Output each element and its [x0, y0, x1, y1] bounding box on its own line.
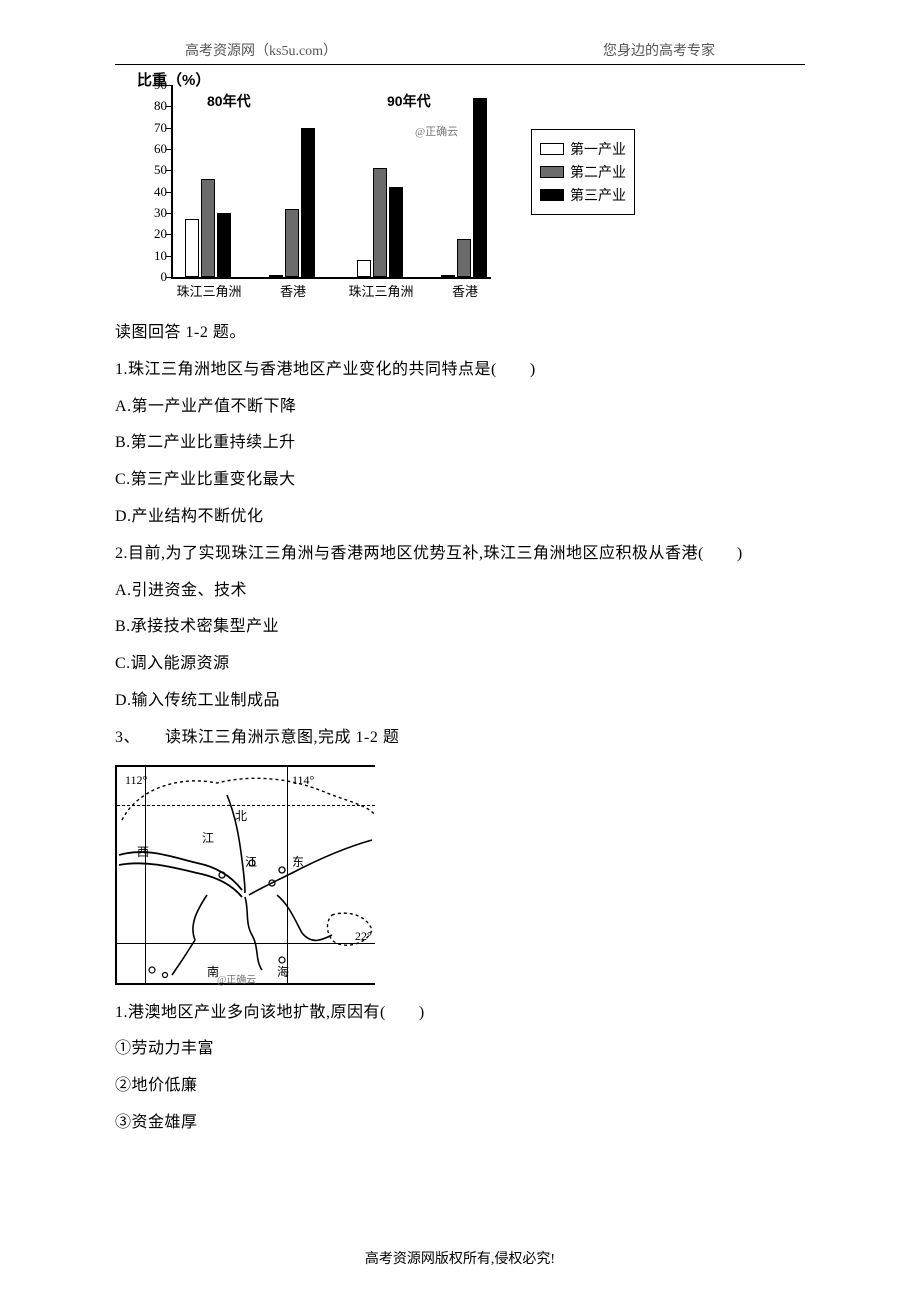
- hai-label: 海: [277, 963, 289, 980]
- pearl-river-delta-map: 112° 114° 22° 北 江 西 江 东 南 海 @正确云: [115, 765, 375, 985]
- legend-text: 第二产业: [570, 162, 626, 182]
- y-tick-mark: [166, 170, 171, 171]
- question-1: 1.珠江三角洲地区与香港地区产业变化的共同特点是( ): [115, 352, 805, 389]
- q2-option-d: D.输入传统工业制成品: [115, 683, 805, 720]
- lon-112-label: 112°: [125, 773, 147, 788]
- legend-swatch-black: [540, 189, 564, 201]
- question-3: 3、 读珠江三角洲示意图,完成 1-2 题: [115, 720, 805, 757]
- group-label: 珠江三角洲: [343, 281, 419, 300]
- y-tick-label: 20: [139, 226, 167, 242]
- bei-label: 北: [235, 807, 247, 824]
- dong-label: 东: [292, 853, 304, 870]
- q3-opt-3: ③资金雄厚: [115, 1105, 805, 1142]
- y-tick-mark: [166, 213, 171, 214]
- bar: [473, 98, 487, 277]
- lat-22-label: 22°: [355, 929, 372, 944]
- y-tick-label: 70: [139, 120, 167, 136]
- header-slogan: 您身边的高考专家: [603, 40, 715, 60]
- x-axis: [171, 277, 491, 279]
- q2-option-b: B.承接技术密集型产业: [115, 609, 805, 646]
- map-container: 112° 114° 22° 北 江 西 江 东 南 海 @正确云: [115, 765, 805, 985]
- bar: [269, 275, 283, 277]
- q1-option-c: C.第三产业比重变化最大: [115, 462, 805, 499]
- q3-opt-2: ②地价低廉: [115, 1068, 805, 1105]
- q1-option-d: D.产业结构不断优化: [115, 499, 805, 536]
- y-tick-mark: [166, 234, 171, 235]
- header-site: 高考资源网（ks5u.com）: [185, 40, 337, 60]
- y-tick-label: 0: [139, 269, 167, 285]
- page-header: 高考资源网（ks5u.com） 您身边的高考专家: [115, 40, 805, 65]
- y-tick-label: 80: [139, 98, 167, 114]
- y-tick-label: 90: [139, 77, 167, 93]
- bar: [457, 239, 471, 277]
- bar-chart-container: 比重（%） 80年代 90年代 @正确云 第一产业 第二产业 第三产业 0102…: [115, 73, 805, 303]
- y-tick-mark: [166, 149, 171, 150]
- map-watermark: @正确云: [217, 971, 256, 986]
- bar: [357, 260, 371, 277]
- bar: [389, 187, 403, 277]
- decade-80s-label: 80年代: [207, 91, 251, 111]
- question-2: 2.目前,为了实现珠江三角洲与香港两地区优势互补,珠江三角洲地区应积极从香港( …: [115, 536, 805, 573]
- y-axis: [171, 85, 173, 277]
- y-tick-mark: [166, 256, 171, 257]
- y-tick-label: 50: [139, 162, 167, 178]
- jiang-label: 江: [202, 829, 214, 846]
- chart-watermark: @正确云: [415, 123, 458, 139]
- jiang2-label: 江: [245, 853, 257, 870]
- decade-90s-label: 90年代: [387, 91, 431, 111]
- bar: [201, 179, 215, 277]
- bar-chart: 比重（%） 80年代 90年代 @正确云 第一产业 第二产业 第三产业 0102…: [125, 73, 625, 303]
- lon-114-label: 114°: [292, 773, 314, 788]
- group-label: 香港: [450, 281, 480, 300]
- bar: [185, 219, 199, 277]
- legend-item: 第三产业: [540, 185, 626, 205]
- y-tick-label: 60: [139, 141, 167, 157]
- legend-swatch-white: [540, 143, 564, 155]
- y-tick-label: 30: [139, 205, 167, 221]
- bar: [217, 213, 231, 277]
- legend-item: 第一产业: [540, 139, 626, 159]
- y-tick-label: 40: [139, 184, 167, 200]
- group-label: 珠江三角洲: [171, 281, 247, 300]
- q1-option-b: B.第二产业比重持续上升: [115, 425, 805, 462]
- intro-12: 读图回答 1-2 题。: [115, 315, 805, 352]
- y-tick-label: 10: [139, 248, 167, 264]
- bar: [285, 209, 299, 277]
- bar: [373, 168, 387, 277]
- legend-text: 第三产业: [570, 185, 626, 205]
- xi-label: 西: [137, 843, 149, 860]
- chart-legend: 第一产业 第二产业 第三产业: [531, 129, 635, 215]
- map-svg: [117, 765, 377, 985]
- y-tick-mark: [166, 277, 171, 278]
- group-label: 香港: [278, 281, 308, 300]
- bar: [301, 128, 315, 277]
- q3-sub-1: 1.港澳地区产业多向该地扩散,原因有( ): [115, 995, 805, 1032]
- q2-option-a: A.引进资金、技术: [115, 573, 805, 610]
- legend-swatch-gray: [540, 166, 564, 178]
- bar: [441, 275, 455, 277]
- legend-item: 第二产业: [540, 162, 626, 182]
- q2-option-c: C.调入能源资源: [115, 646, 805, 683]
- y-tick-mark: [166, 85, 171, 86]
- y-tick-mark: [166, 192, 171, 193]
- page-footer: 高考资源网版权所有,侵权必究!: [0, 1248, 920, 1268]
- q3-opt-1: ①劳动力丰富: [115, 1031, 805, 1068]
- legend-text: 第一产业: [570, 139, 626, 159]
- y-tick-mark: [166, 128, 171, 129]
- q1-option-a: A.第一产业产值不断下降: [115, 389, 805, 426]
- y-tick-mark: [166, 106, 171, 107]
